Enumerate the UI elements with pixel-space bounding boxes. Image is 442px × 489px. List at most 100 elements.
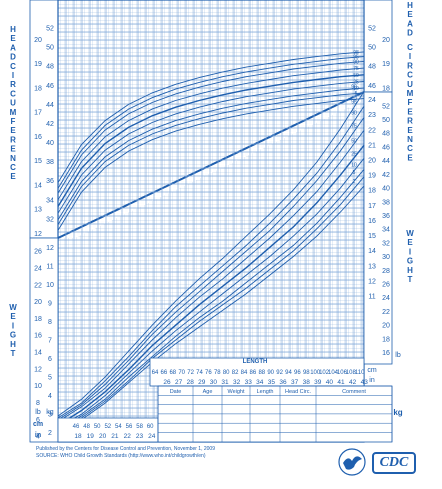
side-letter: I — [12, 71, 14, 80]
side-letter: E — [407, 10, 413, 19]
side-letter: C — [407, 144, 413, 153]
head-cm-tick: 42 — [46, 121, 54, 128]
length-lower-in-tick: 24 — [148, 433, 156, 440]
table-header-4: Head Circ. — [285, 389, 311, 395]
length-cm-tick: 82 — [232, 370, 239, 376]
weight-lb-tick: 20 — [34, 299, 42, 306]
length-in-tick: 41 — [337, 379, 345, 386]
head-curve-p2 — [57, 98, 365, 231]
head-percentile-label-98: 98 — [353, 50, 359, 56]
weight-lb-tick: 12 — [34, 366, 42, 373]
length-in-tick: 28 — [187, 379, 195, 386]
weight-lb-tick: 10 — [34, 383, 42, 390]
head-percentile-label-2: 2 — [355, 97, 358, 103]
weight-kg-tick: 5 — [48, 375, 52, 382]
weight-lb-tick: 8 — [36, 400, 40, 407]
weight-kg-tick: 6 — [48, 356, 52, 363]
side-letter: H — [10, 340, 16, 349]
head-in-tick: 16 — [34, 134, 42, 141]
weight-right-kg-tick: 15 — [368, 233, 376, 240]
length-cm-tick: 100 — [310, 370, 321, 376]
length-cm-tick: 78 — [214, 370, 221, 376]
head-right-cm-tick: 48 — [368, 64, 376, 71]
side-letter: E — [10, 126, 16, 135]
side-letter: A — [10, 43, 16, 52]
head-in-tick: 15 — [34, 158, 42, 165]
chart-marks: 98959075502510529895907550251052LENGTH64… — [57, 50, 393, 443]
weight-right-kg-tick: 23 — [368, 112, 376, 119]
side-letter: U — [10, 99, 16, 108]
side-letter: R — [407, 117, 413, 126]
cdc-logo: CDC — [372, 452, 416, 474]
head-in-tick: 17 — [34, 110, 42, 117]
weight-right-kg-tick: 16 — [368, 218, 376, 225]
length-in-tick: 43 — [361, 379, 369, 386]
weight-right-kg-tick: 21 — [368, 142, 376, 149]
head-cm-tick: 36 — [46, 178, 54, 185]
weight-right-lb-tick: 40 — [382, 186, 390, 193]
length-in-tick: 35 — [268, 379, 276, 386]
head-cm-tick: 44 — [46, 102, 54, 109]
record-table: Date Age Weight Length Head Circ. Comment — [157, 385, 393, 443]
weight-right-kg-tick: 20 — [368, 158, 376, 165]
side-letter: H — [10, 25, 16, 34]
weight-curve-p50 — [57, 144, 365, 426]
head-percentile-label-5: 5 — [355, 91, 358, 97]
length-cm-tick: 96 — [294, 370, 301, 376]
weight-lb-tick: 18 — [34, 316, 42, 323]
head-in-tick: 20 — [34, 37, 42, 44]
length-cm-tick: 66 — [161, 370, 168, 376]
weight-right-lb-tick: 32 — [382, 240, 390, 247]
side-letter: I — [12, 321, 14, 330]
weight-right-lb-lower-tick: 18 — [382, 336, 390, 343]
head-right-cm-tick: 46 — [368, 83, 376, 90]
length-cm-tick: 76 — [205, 370, 212, 376]
length-lower-cm-tick: 56 — [126, 424, 133, 430]
side-letter: C — [10, 89, 16, 98]
side-letter: H — [407, 1, 413, 10]
weight-right-lb-tick: 38 — [382, 199, 390, 206]
head-curve-p98 — [57, 51, 365, 183]
head-curve-p5 — [57, 92, 365, 225]
length-lower-in-tick: 18 — [74, 433, 82, 440]
side-letter: E — [407, 153, 413, 162]
length-lower-cm-tick: 54 — [115, 424, 122, 430]
weight-right-lb-tick: 36 — [382, 213, 390, 220]
lb-unit-left: lb — [35, 409, 41, 416]
table-header-2: Weight — [227, 389, 244, 395]
weight-percentile-label-5: 5 — [353, 170, 356, 176]
head-curve-p95 — [57, 56, 365, 189]
weight-percentile-label-75: 75 — [351, 123, 357, 129]
weight-curve-p98 — [57, 91, 365, 417]
weight-kg-tick: 3 — [48, 412, 52, 419]
weight-percentile-label-10: 10 — [351, 162, 357, 168]
length-label: LENGTH — [243, 359, 268, 365]
head-right-in-tick: 18 — [382, 85, 390, 92]
length-cm-tick: 80 — [223, 370, 230, 376]
side-letter: E — [407, 238, 413, 247]
length-axis-lower: 46485052545658606218192021222324 — [57, 417, 165, 443]
weight-right-lb-lower-tick: 22 — [382, 309, 390, 316]
length-cm-tick: 74 — [196, 370, 203, 376]
head-in-tick: 18 — [34, 85, 42, 92]
length-cm-tick: 86 — [250, 370, 257, 376]
hhs-eagle-icon — [338, 448, 366, 476]
length-axis: LENGTH 64 66 68 70 72 74 76 78 80 82 84 86 88 90 92 94 96… — [149, 357, 369, 387]
weight-curve-p25 — [57, 158, 365, 428]
weight-curve-p75 — [57, 130, 365, 422]
table-header-0: Date — [170, 389, 182, 395]
length-cm-tick: 68 — [169, 370, 176, 376]
weight-left-axis — [29, 237, 59, 443]
weight-percentile-label-50: 50 — [351, 138, 357, 144]
weight-right-lb-tick: 44 — [382, 158, 390, 165]
weight-right-kg-tick: 12 — [368, 278, 376, 285]
head-cm-tick: 50 — [46, 45, 54, 52]
table-header-3: Length — [257, 389, 274, 395]
table-header-5: Comment — [342, 389, 366, 395]
head-curve-p90 — [57, 60, 365, 194]
weight-right-kg-tick: 11 — [368, 294, 375, 301]
side-letter: E — [407, 107, 413, 116]
weight-right-lb-tick: 42 — [382, 172, 390, 179]
